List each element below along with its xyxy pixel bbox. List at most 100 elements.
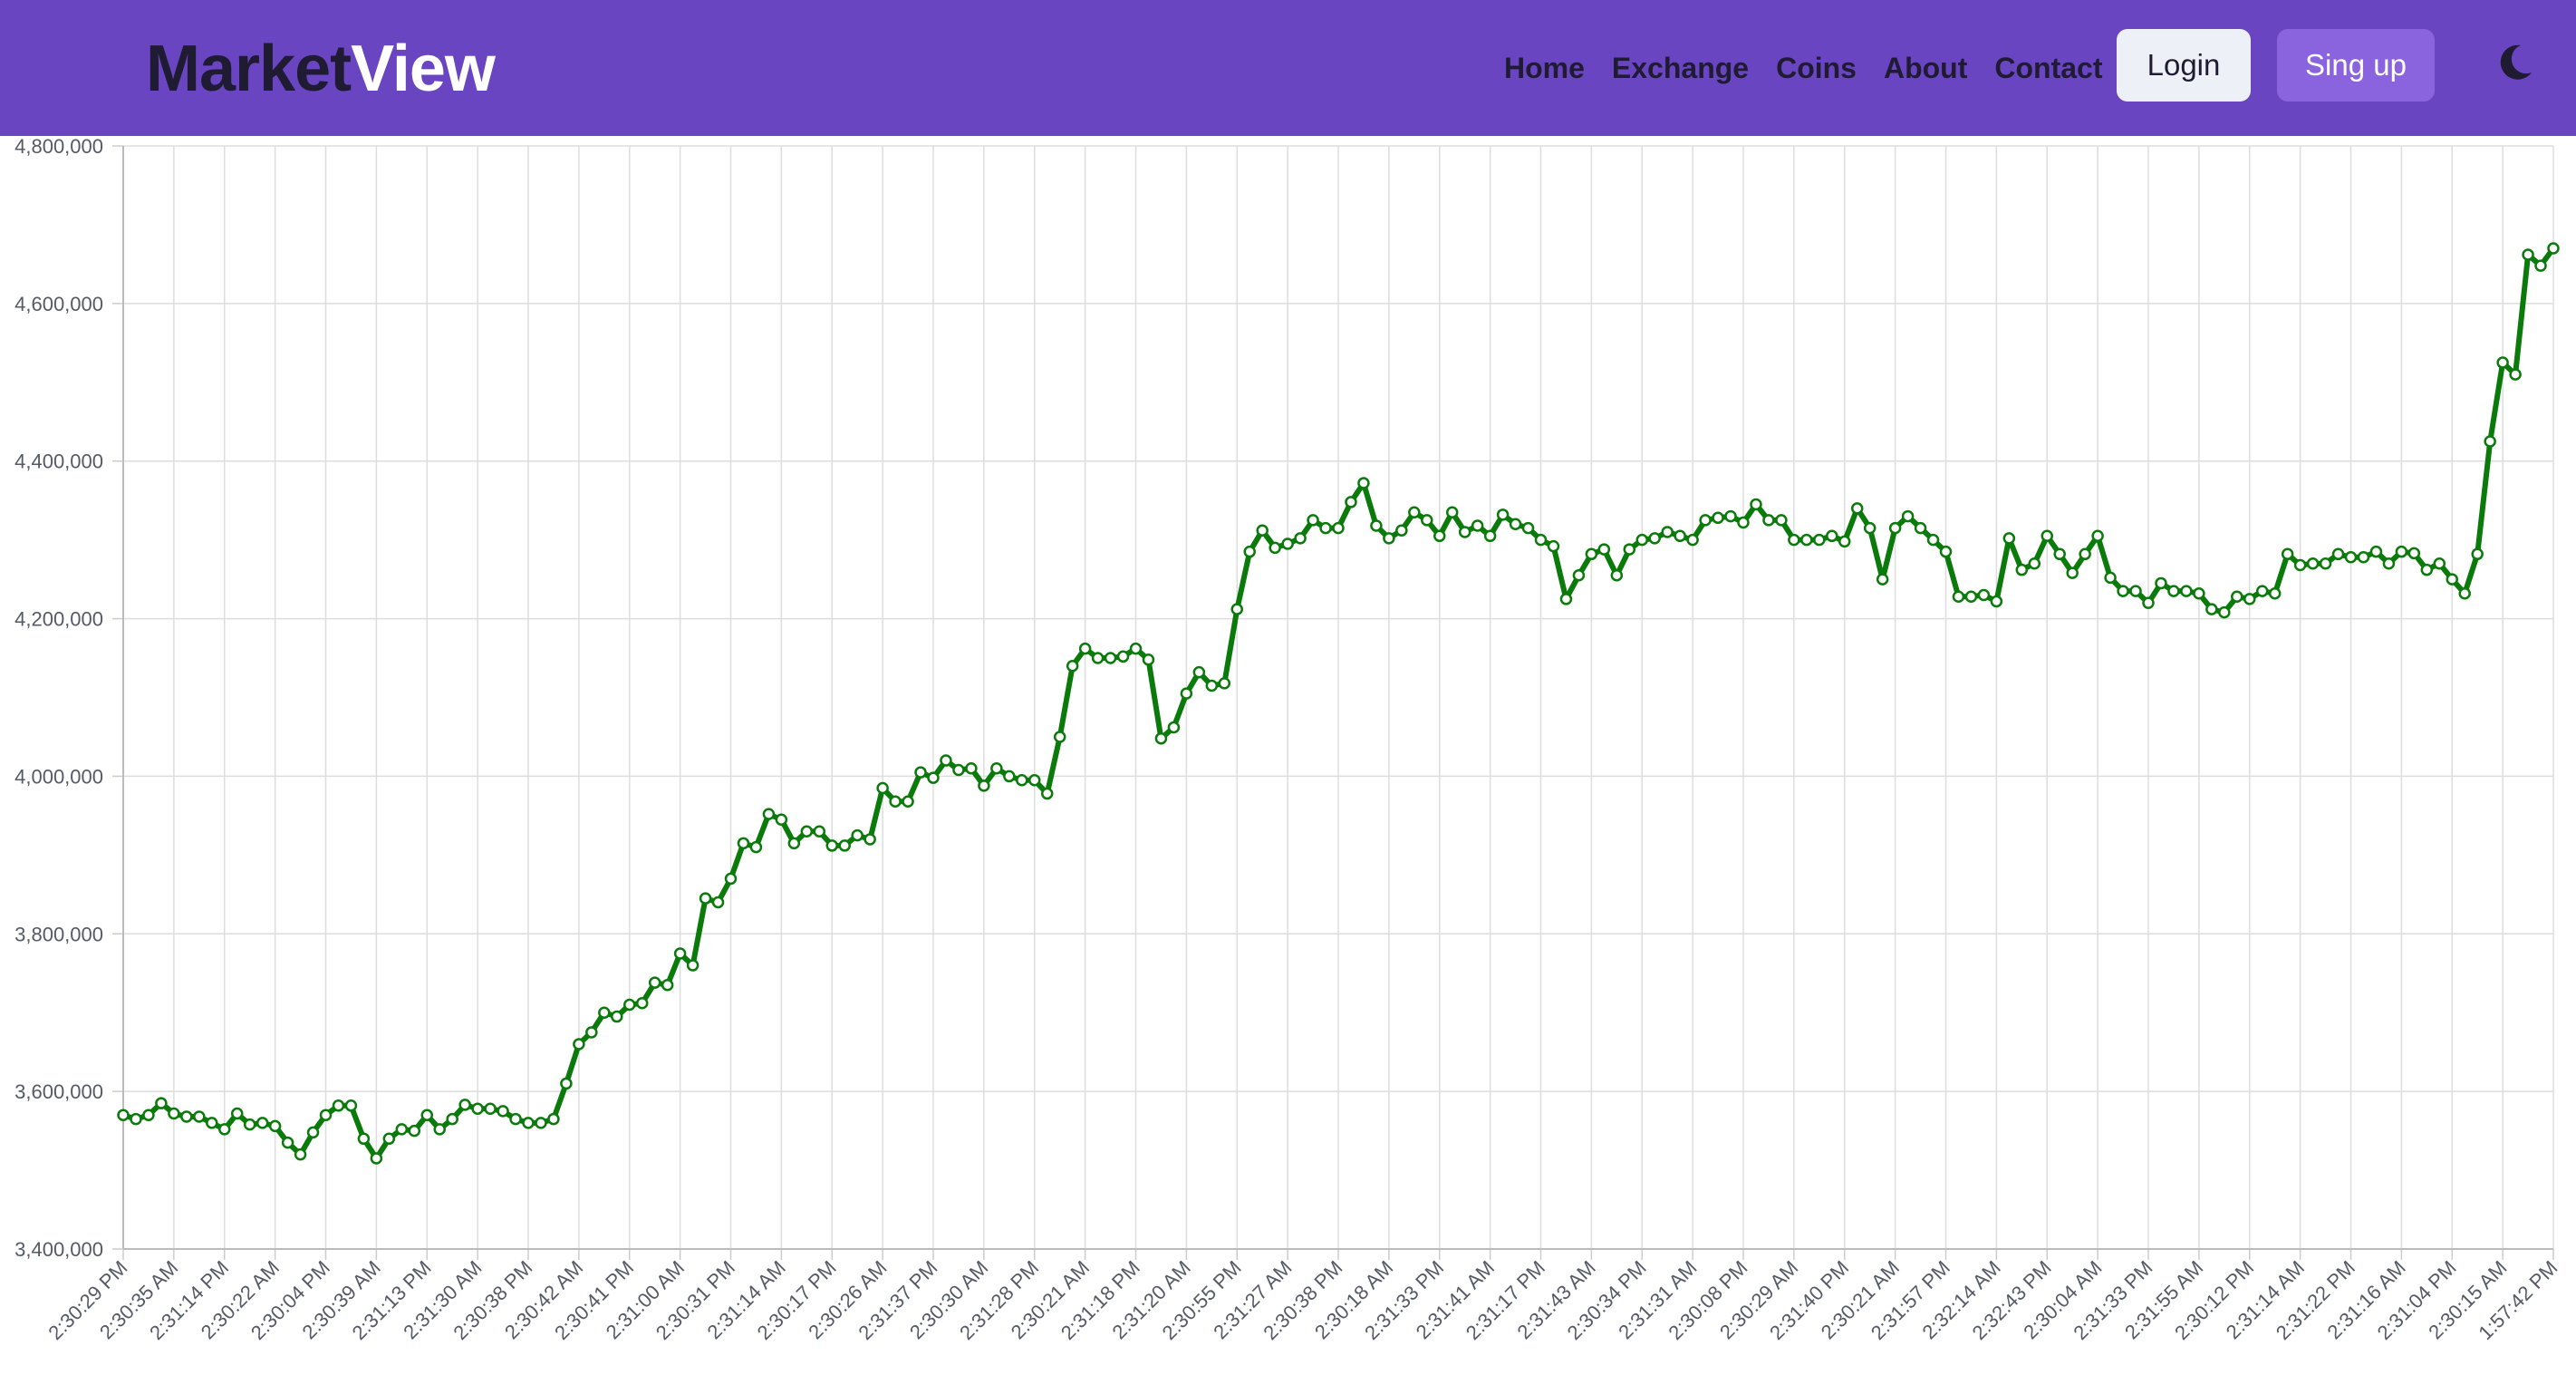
data-point	[1661, 526, 1674, 538]
data-point	[1788, 533, 1800, 547]
data-point	[1888, 521, 1902, 535]
data-point	[1876, 573, 1889, 586]
nav-link-coins[interactable]: Coins	[1776, 52, 1857, 84]
login-button[interactable]: Login	[2117, 29, 2251, 102]
data-point	[623, 998, 636, 1012]
data-point	[344, 1099, 358, 1112]
data-point	[1091, 652, 1105, 664]
data-point	[2041, 529, 2053, 543]
data-point	[711, 896, 725, 909]
data-point	[2534, 259, 2547, 272]
data-point	[1319, 521, 1332, 535]
data-point	[268, 1119, 282, 1133]
data-point	[724, 872, 738, 886]
data-point	[2268, 587, 2282, 600]
data-point	[863, 833, 876, 846]
data-point	[1383, 532, 1395, 545]
nav-link-home[interactable]: Home	[1504, 52, 1585, 84]
data-point	[1534, 533, 1548, 547]
data-point	[1053, 731, 1066, 743]
data-point	[598, 1006, 611, 1019]
data-point	[1914, 521, 1927, 535]
y-tick-label: 3,400,000	[14, 1238, 103, 1261]
data-point	[1408, 506, 1421, 518]
data-point	[648, 976, 661, 989]
data-point	[1421, 514, 1433, 527]
data-point	[1964, 590, 1978, 603]
data-point	[306, 1126, 320, 1139]
data-point	[433, 1123, 446, 1136]
data-point	[1800, 533, 1813, 547]
data-point	[914, 766, 927, 779]
data-point	[1016, 774, 1028, 787]
data-point	[1458, 526, 1471, 538]
data-point	[611, 1010, 623, 1023]
data-point	[2180, 585, 2193, 597]
data-point	[927, 771, 940, 784]
data-point	[2142, 596, 2155, 609]
moon-icon-graphic	[2500, 44, 2532, 80]
nav-link-exchange[interactable]: Exchange	[1611, 52, 1750, 84]
data-point	[699, 892, 712, 905]
data-point	[1167, 721, 1181, 734]
data-point	[635, 997, 649, 1010]
data-point	[1712, 511, 1724, 525]
data-point	[737, 837, 750, 850]
data-point	[2053, 547, 2066, 561]
data-point	[1597, 543, 1611, 556]
data-point	[2306, 557, 2320, 570]
data-point	[1559, 593, 1573, 605]
data-point	[395, 1123, 409, 1136]
data-point	[902, 795, 914, 808]
data-point	[1699, 514, 1712, 527]
nav-link-contact[interactable]: Contact	[1994, 52, 2103, 84]
data-point	[193, 1110, 206, 1123]
data-point	[256, 1117, 269, 1129]
signup-button[interactable]: Sing up	[2277, 29, 2435, 102]
data-point	[1370, 519, 1383, 532]
data-point	[1496, 508, 1510, 521]
y-tick-label: 4,400,000	[14, 450, 103, 473]
nav-link-about[interactable]: About	[1883, 52, 1968, 84]
data-point	[1939, 545, 1953, 558]
data-point	[1762, 514, 1775, 527]
data-point	[2395, 545, 2408, 558]
data-point	[2104, 571, 2117, 585]
data-point	[1142, 654, 1155, 666]
data-point	[573, 1038, 585, 1051]
data-point	[218, 1123, 231, 1136]
data-point	[1066, 659, 1079, 673]
moon-icon[interactable]	[2492, 40, 2537, 85]
data-point	[1547, 539, 1560, 553]
data-point	[661, 979, 674, 992]
data-point	[889, 795, 902, 808]
data-point	[1610, 569, 1624, 582]
data-point	[2407, 547, 2421, 560]
data-point	[2293, 558, 2307, 572]
data-point	[775, 813, 788, 826]
data-point	[1357, 477, 1370, 489]
data-point	[2357, 551, 2370, 564]
data-point	[1686, 533, 1699, 547]
brand-logo-part2: View	[351, 33, 496, 105]
data-point	[2281, 547, 2294, 561]
data-point	[509, 1112, 522, 1126]
data-point	[2496, 356, 2509, 369]
data-point	[1990, 595, 2003, 608]
data-point	[851, 828, 863, 842]
data-point	[1863, 521, 1877, 535]
data-point	[2420, 563, 2434, 576]
data-point	[357, 1132, 371, 1146]
data-point	[1230, 603, 1243, 615]
data-point	[825, 839, 838, 852]
data-point	[2382, 557, 2396, 570]
data-point	[2028, 557, 2041, 570]
data-point	[332, 1099, 345, 1112]
data-point	[2015, 563, 2029, 576]
data-point	[2471, 547, 2484, 561]
brand-logo[interactable]: MarketView	[146, 31, 496, 107]
data-point	[1345, 496, 1357, 508]
data-point	[1281, 537, 1294, 550]
data-point	[2193, 587, 2205, 600]
data-point	[2155, 576, 2167, 590]
